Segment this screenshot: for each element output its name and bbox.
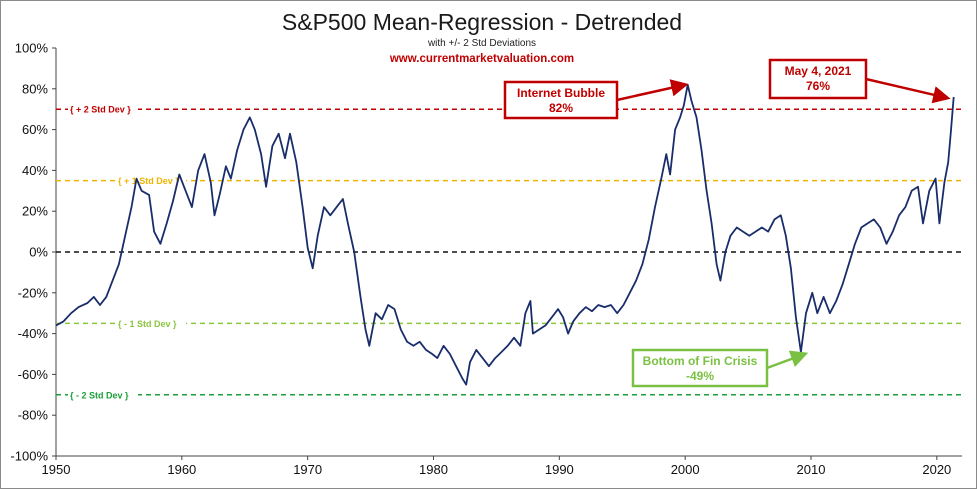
y-tick-label: 60%	[22, 122, 48, 137]
annotation-value: 82%	[549, 101, 573, 115]
annotation-title: May 4, 2021	[785, 64, 852, 78]
y-tick-label: 80%	[22, 81, 48, 96]
annotation-value: 76%	[806, 79, 830, 93]
reference-label-bg	[68, 102, 138, 117]
reference-label-bg	[116, 316, 186, 331]
annotation-box	[631, 348, 769, 388]
chart-source: www.currentmarketvaluation.com	[389, 53, 574, 65]
annotation-title: Internet Bubble	[517, 86, 605, 100]
y-tick-label: -20%	[18, 285, 49, 300]
y-tick-label: -80%	[18, 408, 49, 423]
annotation-value: -49%	[686, 369, 714, 383]
x-tick-label: 2000	[671, 462, 700, 477]
reference-label-bg	[116, 173, 186, 188]
chart-subtitle: with +/- 2 Std Deviations	[427, 38, 536, 49]
annotation-box	[768, 58, 868, 100]
annotation-arrow	[766, 350, 809, 370]
reference-label: { + 1 Std Dev }	[118, 176, 179, 186]
reference-label: { + 2 Std Dev }	[70, 105, 131, 115]
chart-title: S&P500 Mean-Regression - Detrended	[282, 9, 682, 35]
annotation-arrow	[616, 79, 689, 102]
x-tick-label: 1980	[419, 462, 448, 477]
axes-layer: -100% -80% -60% -40% -20% 0% 20% 40% 60% 80% 100% 1…	[10, 41, 962, 477]
x-tick-label: 1950	[42, 462, 71, 477]
y-tick-label: 0%	[29, 245, 48, 260]
x-tick-label: 2010	[797, 462, 826, 477]
y-tick-label: 20%	[22, 204, 48, 219]
y-tick-label: -60%	[18, 367, 49, 382]
reference-label: { - 1 Std Dev }	[118, 319, 177, 329]
x-tick-label: 1990	[545, 462, 574, 477]
reference-lines-layer: { + 2 Std Dev } { + 1 Std Dev } { - 1 Std …	[56, 102, 962, 402]
y-tick-label: -40%	[18, 326, 49, 341]
x-tick-label: 1960	[167, 462, 196, 477]
y-tick-label: 40%	[22, 163, 48, 178]
y-tick-label: 100%	[15, 41, 49, 56]
reference-label-bg	[68, 387, 138, 402]
annotation-arrow	[865, 77, 951, 104]
annotation-title: Bottom of Fin Crisis	[643, 354, 758, 368]
x-tick-label: 2020	[922, 462, 951, 477]
series-layer	[55, 83, 955, 386]
annotation-box	[503, 80, 619, 120]
x-tick-label: 1970	[293, 462, 322, 477]
y-tick-label: -100%	[10, 449, 48, 464]
series-line	[55, 83, 955, 386]
reference-label: { - 2 Std Dev }	[70, 390, 129, 400]
